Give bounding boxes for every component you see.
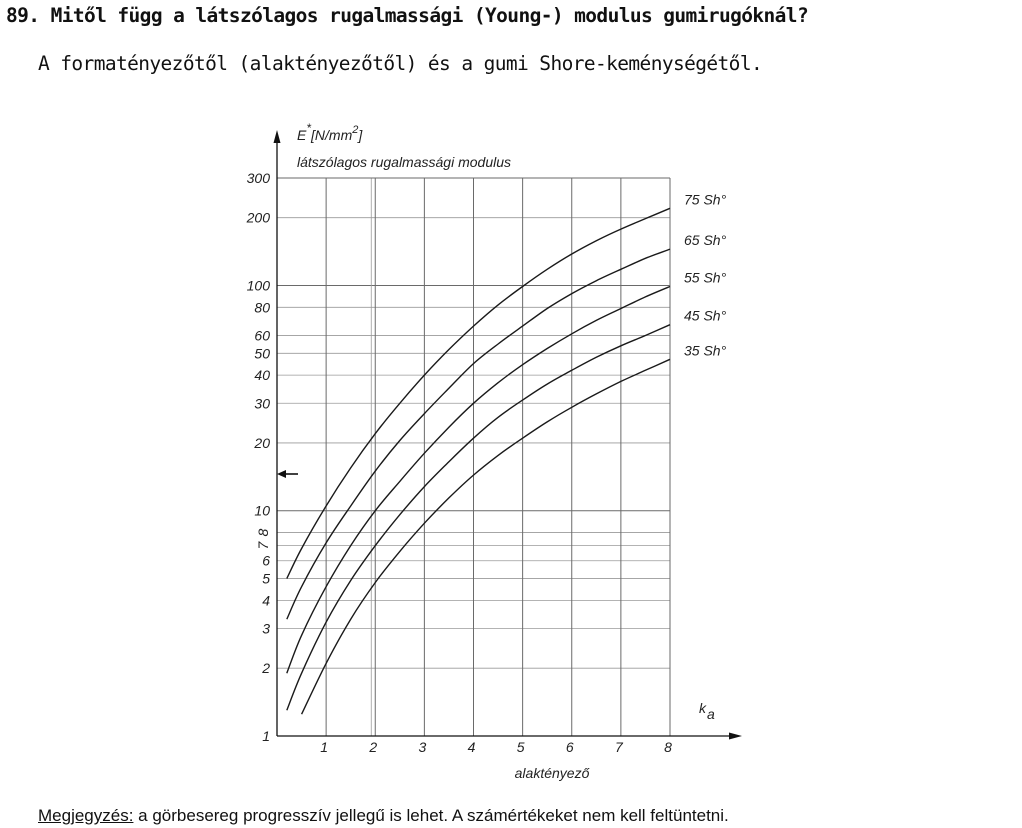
y-tick-label: 60 bbox=[254, 327, 270, 343]
series-label: 75 Sh° bbox=[684, 191, 727, 207]
answer-text: A formatényezőtől (alaktényezőtől) és a … bbox=[38, 52, 763, 75]
x-axis-title: ka bbox=[699, 700, 715, 722]
curve-line bbox=[286, 324, 671, 711]
y-tick-label: 20 bbox=[253, 435, 270, 451]
y-axis-symbol-superscript: * bbox=[306, 121, 311, 135]
y-tick-label: 2 bbox=[261, 660, 270, 676]
series-label: 65 Sh° bbox=[684, 232, 727, 248]
y-tick-label: 200 bbox=[246, 210, 271, 226]
y-tick-label: 7 bbox=[255, 541, 271, 550]
chart-axes bbox=[273, 130, 742, 740]
x-tick-label: 5 bbox=[517, 739, 525, 755]
series-label: 55 Sh° bbox=[684, 269, 727, 285]
curve-line bbox=[286, 207, 671, 579]
x-axis-subscript: a bbox=[707, 706, 715, 722]
x-axis-symbol: k bbox=[699, 700, 707, 716]
x-axis-arrow bbox=[729, 732, 742, 740]
y-tick-label: 5 bbox=[262, 571, 270, 587]
x-tick-label: 6 bbox=[566, 739, 574, 755]
y-tick-label: 100 bbox=[247, 277, 271, 293]
x-axis-description: alaktényező bbox=[515, 765, 590, 781]
x-tick-label: 1 bbox=[320, 739, 328, 755]
question-heading: 89. Mitől függ a látszólagos rugalmasság… bbox=[6, 4, 809, 27]
y-axis-unit-close: ] bbox=[356, 127, 363, 143]
series-label: 35 Sh° bbox=[684, 342, 727, 358]
curve-line bbox=[286, 285, 671, 674]
y-axis-pointer-arrow bbox=[277, 470, 286, 478]
y-tick-label: 1 bbox=[262, 728, 270, 744]
y-tick-label: 30 bbox=[254, 395, 270, 411]
note-lead: Megjegyzés: bbox=[38, 806, 134, 825]
y-tick-label: 3 bbox=[262, 621, 270, 637]
x-tick-label: 2 bbox=[368, 739, 377, 755]
y-tick-label: 40 bbox=[254, 367, 270, 383]
y-axis-arrow bbox=[273, 130, 281, 143]
curve-family bbox=[286, 207, 671, 715]
note: Megjegyzés: a görbesereg progresszív jel… bbox=[38, 806, 729, 826]
series-labels: 75 Sh° 65 Sh° 55 Sh° 45 Sh° 35 Sh° bbox=[684, 191, 727, 358]
x-tick-label: 8 bbox=[664, 739, 672, 755]
note-text: a görbesereg progresszív jellegű is lehe… bbox=[133, 806, 729, 825]
y-tick-label: 50 bbox=[254, 345, 270, 361]
question-text: Mitől függ a látszólagos rugalmassági (Y… bbox=[50, 4, 809, 27]
x-tick-label: 7 bbox=[615, 739, 624, 755]
curve-line bbox=[286, 248, 671, 620]
y-axis-unit-exponent: 2 bbox=[351, 124, 358, 136]
y-tick-label: 80 bbox=[254, 299, 270, 315]
y-axis-symbol: E bbox=[297, 127, 307, 143]
y-axis-description: látszólagos rugalmassági modulus bbox=[297, 154, 511, 170]
curve-line bbox=[300, 358, 671, 715]
y-axis-unit: [N/mm bbox=[310, 127, 353, 143]
question-number: 89. bbox=[6, 4, 40, 27]
y-tick-label: 6 bbox=[262, 553, 270, 569]
y-tick-label: 4 bbox=[262, 592, 270, 608]
series-label: 45 Sh° bbox=[684, 308, 727, 324]
y-axis-title: E*[N/mm2] bbox=[297, 121, 363, 143]
x-tick-label: 3 bbox=[418, 739, 426, 755]
y-tick-label: 10 bbox=[254, 503, 270, 519]
chart-grid bbox=[277, 177, 671, 736]
tick-labels: 1 2 3 4 5 6 7 8 10 20 30 40 50 60 80 100 200 300 1 2 3 4 5 6 7 8 bbox=[246, 170, 672, 755]
y-tick-label: 300 bbox=[247, 170, 271, 186]
y-tick-label: 8 bbox=[255, 528, 271, 536]
x-tick-label: 4 bbox=[468, 739, 476, 755]
